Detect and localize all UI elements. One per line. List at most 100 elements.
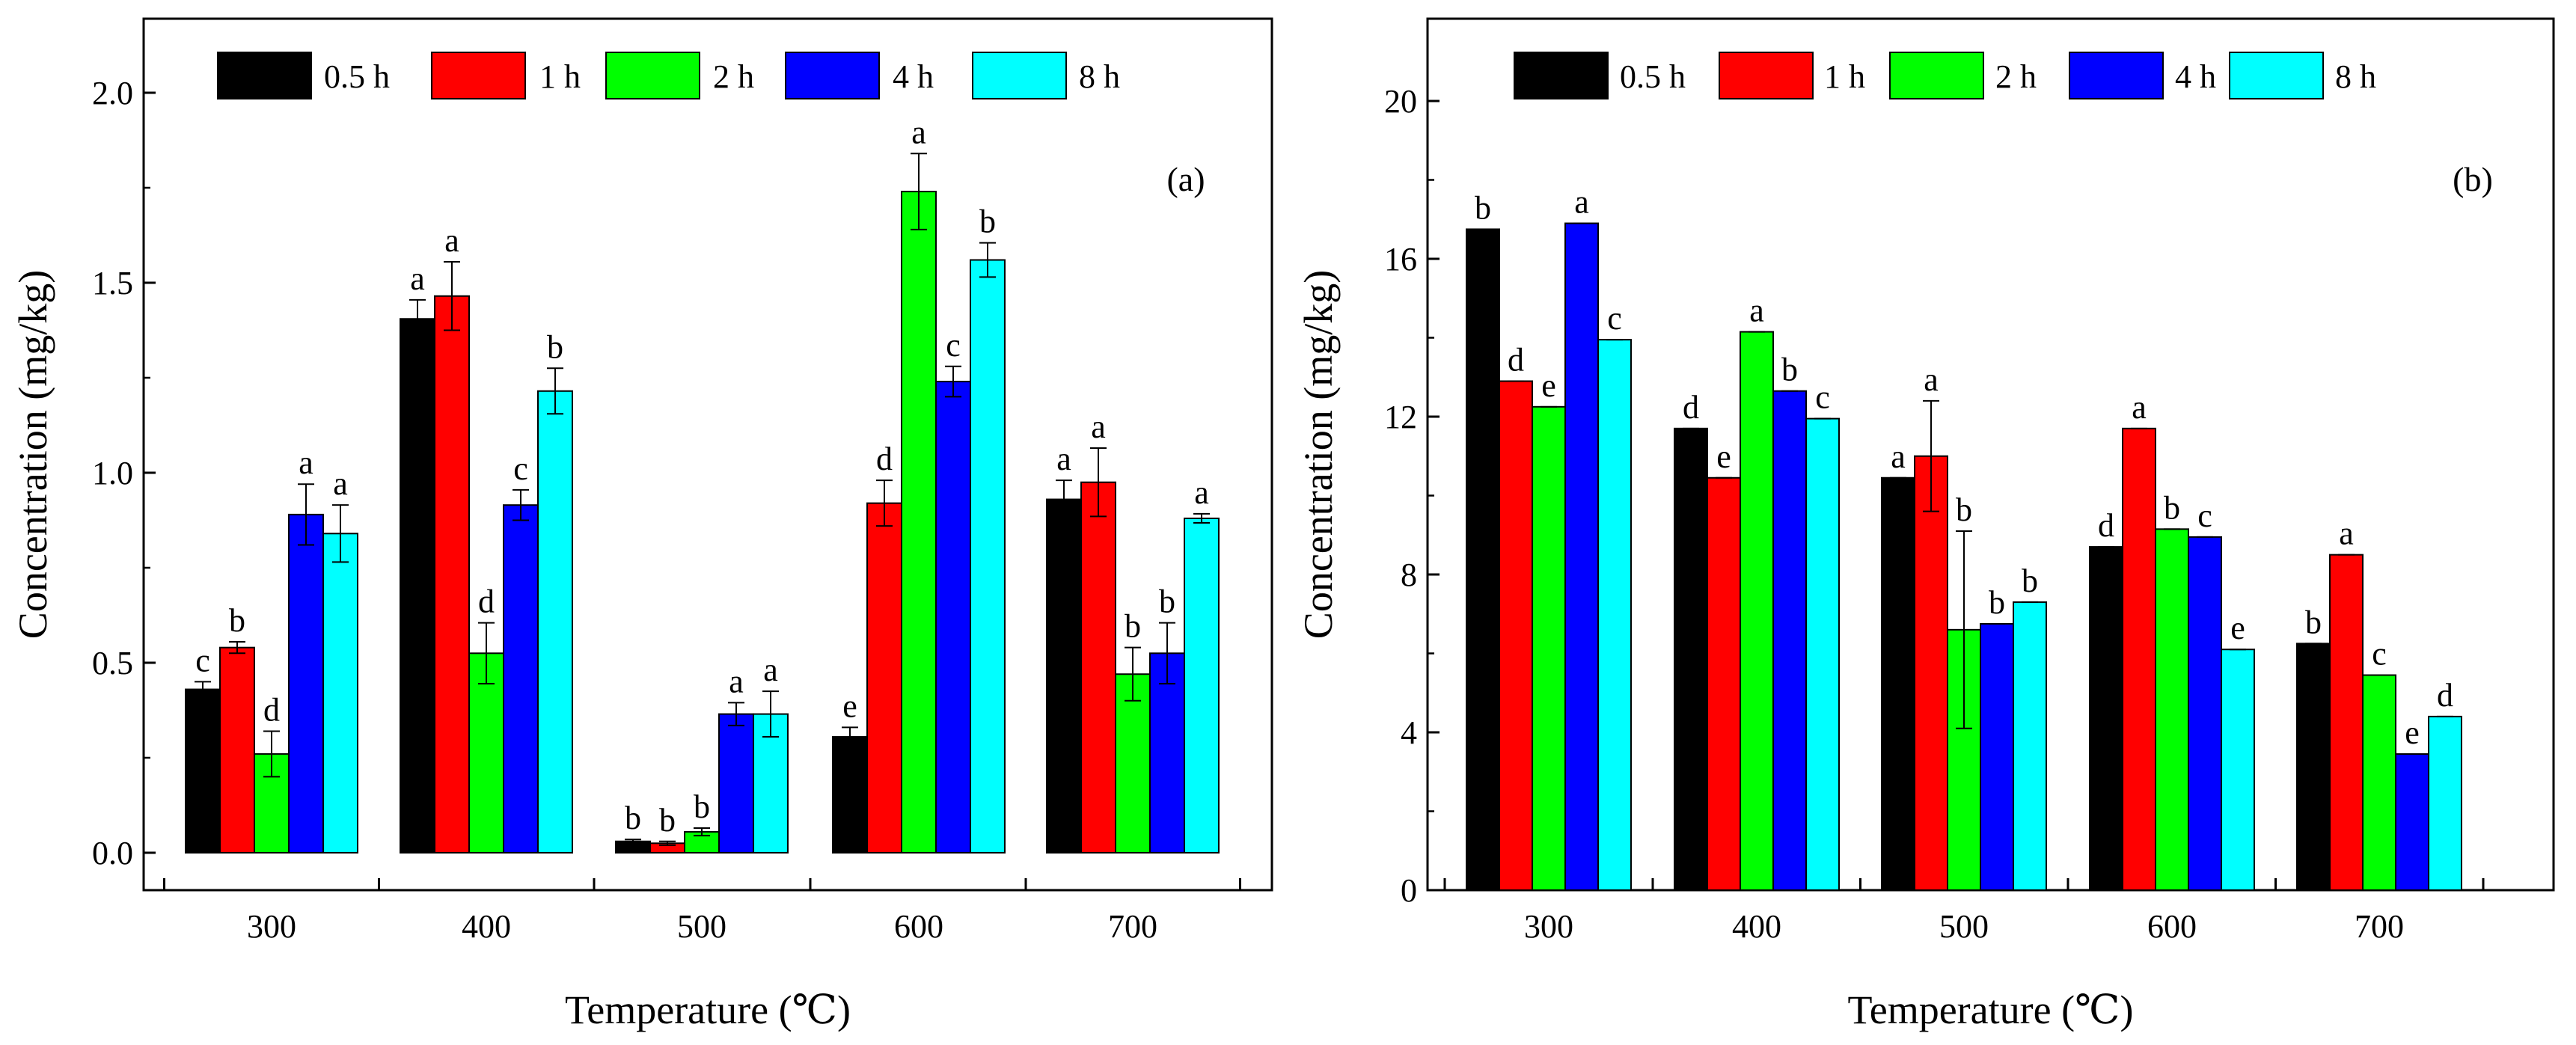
x-tick-label: 600 <box>894 908 943 945</box>
y-axis-title: Concentration (mg/kg) <box>1296 270 1341 639</box>
legend: 0.5 h 1 h 2 h 4 h 8 h <box>217 52 1120 99</box>
bar <box>1532 405 1566 891</box>
significance-letter: a <box>1891 438 1906 475</box>
significance-letter: b <box>2164 489 2180 526</box>
panel-label: (b) <box>2453 160 2493 198</box>
significance-letter: d <box>478 583 495 620</box>
bar <box>1805 417 1840 891</box>
y-tick-label: 8 <box>1401 557 1417 593</box>
legend-label: 2 h <box>1995 58 2037 95</box>
legend-label: 8 h <box>1079 58 1120 95</box>
bar <box>1597 339 1632 891</box>
significance-letter: b <box>2305 604 2322 640</box>
significance-letter: d <box>2098 507 2114 544</box>
y-tick-label: 0.5 <box>92 645 133 681</box>
significance-letter: d <box>876 441 893 477</box>
legend-swatch <box>2069 52 2164 99</box>
bar <box>718 713 754 854</box>
legend: 0.5 h 1 h 2 h 4 h 8 h <box>1514 52 2376 99</box>
plot-frame <box>142 17 1273 892</box>
x-tick-label: 400 <box>1732 908 1781 945</box>
legend-label: 2 h <box>713 58 754 95</box>
legend-swatch <box>1889 52 1984 99</box>
significance-letter: b <box>625 800 641 836</box>
bar <box>1046 498 1082 854</box>
significance-letter: e <box>1716 438 1731 475</box>
bar <box>2221 649 2255 891</box>
significance-letter: a <box>299 444 313 481</box>
bar <box>832 736 868 854</box>
bar <box>866 502 902 854</box>
significance-letter: b <box>1956 491 1972 528</box>
significance-letter: b <box>1989 584 2005 621</box>
bar <box>2395 753 2429 892</box>
significance-letter: b <box>1781 352 1798 388</box>
x-tick-label: 700 <box>2355 908 2404 945</box>
bar <box>2188 536 2222 891</box>
panel-a: 0.0 0.5 1.0 1.5 2.0 300 400 500 600 700 Temperatur… <box>10 17 1273 1032</box>
bar <box>288 513 324 854</box>
significance-letter: e <box>1541 367 1556 404</box>
y-axis-title: Concentration (mg/kg) <box>10 270 55 639</box>
y-tick-label: 1.0 <box>92 455 133 491</box>
legend-swatch <box>1719 52 1814 99</box>
x-axis-title: Temperature (℃) <box>1848 987 2134 1032</box>
bar <box>1184 517 1220 854</box>
significance-letter: a <box>763 652 778 688</box>
y-tick-label: 4 <box>1401 714 1417 751</box>
significance-letter: a <box>1056 441 1071 477</box>
bar <box>1149 652 1185 854</box>
legend-swatch <box>2229 52 2324 99</box>
bar <box>2362 674 2396 891</box>
legend-swatch <box>605 52 700 99</box>
bar <box>2296 643 2331 891</box>
significance-letter: d <box>1683 389 1699 426</box>
bar <box>2428 715 2462 892</box>
bar <box>537 390 573 854</box>
bar <box>2329 554 2364 891</box>
bar <box>970 259 1006 854</box>
bar <box>1740 331 1774 891</box>
legend-label: 4 h <box>2175 58 2216 95</box>
bar <box>1499 380 1533 891</box>
legend-label: 1 h <box>1824 58 1865 95</box>
legend-label: 4 h <box>893 58 934 95</box>
bar <box>1080 481 1116 854</box>
bar <box>434 295 470 854</box>
y-tick-label: 2.0 <box>92 75 133 111</box>
significance-letter: c <box>1815 379 1830 416</box>
bar <box>1980 622 2014 891</box>
legend-swatch <box>431 52 526 99</box>
significance-letter: a <box>911 114 926 150</box>
panel-label: (a) <box>1166 160 1205 198</box>
bar <box>322 533 358 854</box>
x-tick-label: 400 <box>462 908 511 945</box>
significance-letter: c <box>2197 497 2212 534</box>
significance-letter: d <box>1508 342 1524 379</box>
significance-letter: c <box>513 450 528 487</box>
significance-letter: b <box>1475 189 1491 226</box>
x-tick-label: 300 <box>247 908 296 945</box>
x-tick-label: 600 <box>2147 908 2197 945</box>
bar <box>901 191 937 854</box>
x-axis-title: Temperature (℃) <box>565 987 851 1032</box>
x-tick-label: 500 <box>677 908 726 945</box>
significance-letter: e <box>2405 714 2420 751</box>
y-tick-label: 1.5 <box>92 265 133 301</box>
bar <box>2089 546 2123 891</box>
significance-letter: b <box>1125 608 1141 645</box>
significance-letter: a <box>1091 408 1106 445</box>
bar <box>2013 601 2047 891</box>
y-tick-label: 0.0 <box>92 835 133 871</box>
bar <box>2122 427 2156 891</box>
significance-letter: a <box>1194 474 1209 511</box>
bar <box>503 504 539 854</box>
bar <box>1881 476 1915 891</box>
bar <box>1115 673 1151 854</box>
significance-letter: c <box>195 642 210 678</box>
bar <box>1914 455 1948 891</box>
significance-letter: a <box>2132 389 2147 426</box>
bar <box>1466 228 1500 891</box>
